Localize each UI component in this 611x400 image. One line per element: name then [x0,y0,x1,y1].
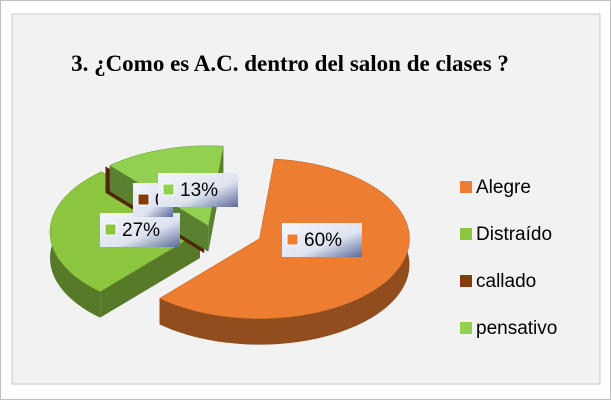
label-key [286,233,299,246]
legend-label: Distraído [476,224,552,245]
legend-key [460,181,472,193]
label-key [137,193,150,206]
legend-label: callado [476,271,536,292]
chart-title: 3. ¿Como es A.C. dentro del salon de cla… [71,51,509,76]
legend-key [460,228,472,240]
slice-side [100,231,201,318]
label-key [162,183,175,196]
data-labels: 60%27%0%13% [100,173,362,257]
data-label: 60% [304,230,342,251]
legend: Alegre Distraído callado pensativo [460,177,557,339]
legend-key [460,322,472,334]
legend-label: Alegre [476,177,531,198]
data-label: 13% [180,180,218,201]
slice-side [159,159,410,345]
data-label: 27% [122,220,160,241]
legend-key [460,275,472,287]
label-key [104,223,117,236]
legend-label: pensativo [476,318,557,339]
